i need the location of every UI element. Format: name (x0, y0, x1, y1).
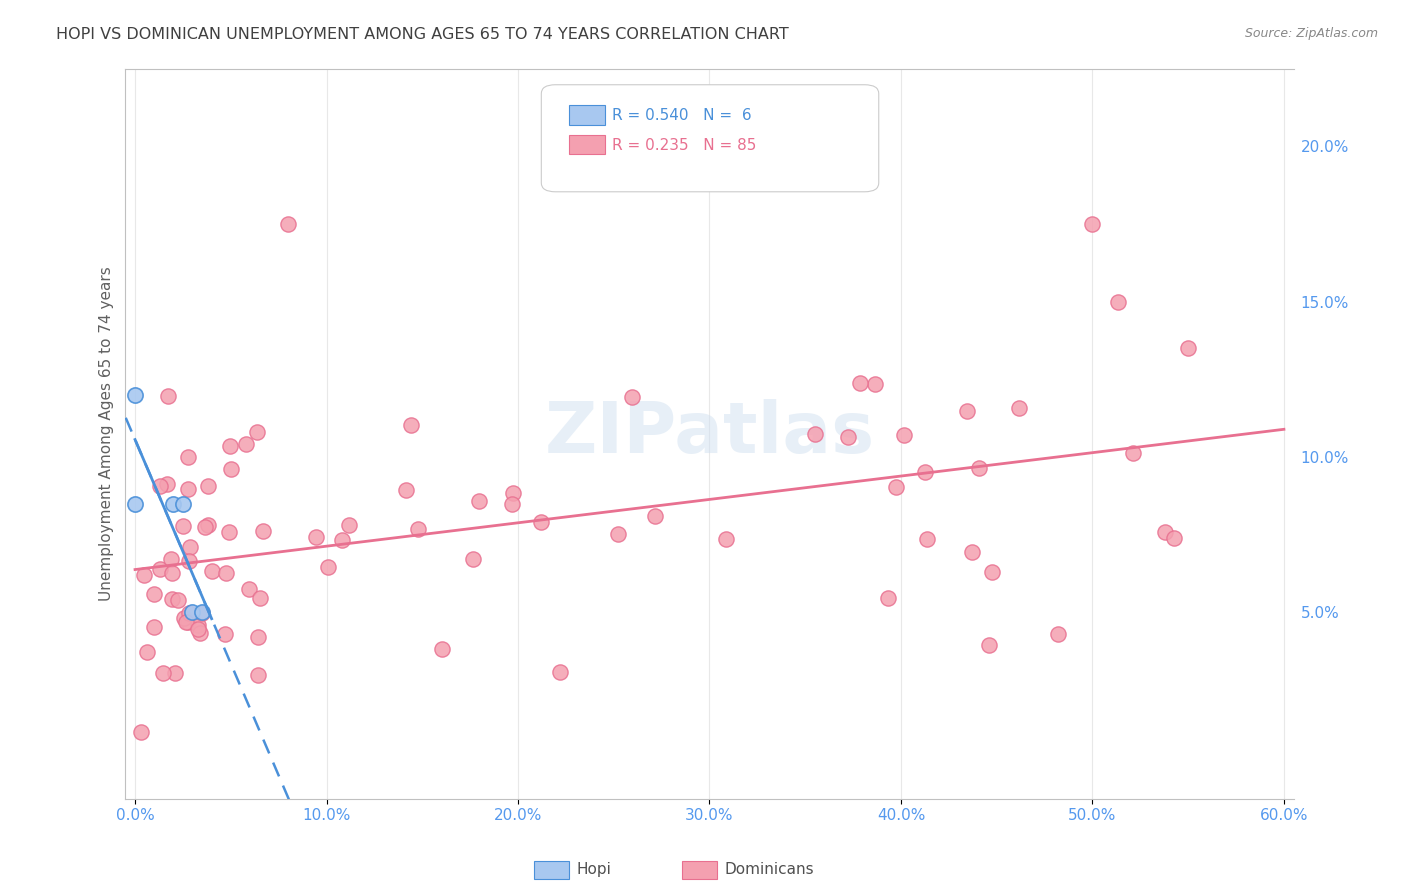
Text: R = 0.235   N = 85: R = 0.235 N = 85 (612, 138, 756, 153)
Point (316, 560, 339, 574)
Point (962, 545, 984, 559)
Point (893, 428, 915, 442)
Point (177, 606, 200, 620)
Text: HOPI VS DOMINICAN UNEMPLOYMENT AMONG AGES 65 TO 74 YEARS CORRELATION CHART: HOPI VS DOMINICAN UNEMPLOYMENT AMONG AGE… (56, 27, 789, 42)
Point (714, 532, 737, 546)
Point (1107, 295, 1129, 310)
Point (181, 605, 204, 619)
Point (187, 618, 209, 632)
Point (142, 619, 165, 633)
Point (190, 606, 212, 620)
Point (214, 626, 236, 640)
Point (191, 605, 214, 619)
Point (247, 668, 270, 682)
Point (149, 562, 172, 576)
Point (305, 530, 328, 544)
Point (235, 437, 257, 451)
Point (837, 430, 859, 444)
Point (218, 524, 240, 539)
Point (252, 524, 274, 538)
Text: Dominicans: Dominicans (724, 863, 814, 877)
Point (876, 591, 898, 605)
Point (502, 486, 524, 500)
Point (337, 518, 360, 533)
Point (1163, 531, 1185, 545)
Point (620, 390, 643, 404)
Point (129, 724, 152, 739)
Point (135, 645, 157, 659)
Point (461, 551, 484, 566)
Point (162, 591, 184, 606)
Point (548, 665, 571, 680)
Point (330, 533, 353, 548)
Point (884, 480, 907, 494)
Point (157, 389, 180, 403)
Point (644, 508, 666, 523)
Point (149, 479, 172, 493)
Point (177, 450, 200, 465)
Point (197, 518, 219, 533)
Point (194, 520, 217, 534)
Text: Hopi: Hopi (576, 863, 612, 877)
Point (981, 565, 1004, 579)
Point (124, 388, 146, 402)
Point (406, 522, 429, 536)
Point (914, 465, 936, 479)
Point (395, 483, 418, 498)
Point (530, 516, 553, 530)
Point (215, 566, 238, 581)
Point (152, 665, 174, 680)
Point (221, 461, 243, 475)
Point (246, 630, 269, 644)
Point (176, 615, 198, 630)
Point (160, 566, 183, 580)
Point (167, 593, 190, 607)
Point (967, 461, 990, 475)
Text: ZIPatlas: ZIPatlas (544, 399, 875, 468)
Point (1177, 341, 1199, 355)
Point (401, 418, 423, 433)
Point (501, 497, 523, 511)
Point (915, 532, 938, 546)
Point (246, 425, 269, 439)
Point (1008, 401, 1031, 416)
Point (160, 552, 183, 566)
Point (863, 377, 886, 392)
Point (977, 638, 1000, 652)
Point (1081, 217, 1104, 231)
Point (172, 519, 194, 533)
Point (848, 376, 870, 391)
Point (1122, 446, 1144, 460)
Point (1153, 524, 1175, 539)
Y-axis label: Unemployment Among Ages 65 to 74 years: Unemployment Among Ages 65 to 74 years (100, 267, 114, 601)
Point (249, 591, 271, 606)
Point (606, 527, 628, 541)
Point (187, 622, 209, 636)
Point (165, 666, 187, 681)
Point (188, 626, 211, 640)
Point (172, 497, 194, 511)
Point (430, 642, 453, 657)
Point (124, 497, 146, 511)
Text: Source: ZipAtlas.com: Source: ZipAtlas.com (1244, 27, 1378, 40)
Point (238, 582, 260, 596)
Point (134, 568, 156, 582)
Text: R = 0.540   N =  6: R = 0.540 N = 6 (612, 109, 751, 123)
Point (156, 477, 179, 491)
Point (201, 564, 224, 578)
Point (143, 587, 166, 601)
Point (1046, 627, 1069, 641)
Point (956, 403, 979, 417)
Point (162, 497, 184, 511)
Point (179, 553, 201, 567)
Point (177, 615, 200, 630)
Point (277, 217, 299, 231)
Point (173, 611, 195, 625)
Point (804, 426, 827, 441)
Point (197, 479, 219, 493)
Point (219, 439, 242, 453)
Point (177, 482, 200, 496)
Point (179, 540, 201, 554)
Point (467, 493, 489, 508)
